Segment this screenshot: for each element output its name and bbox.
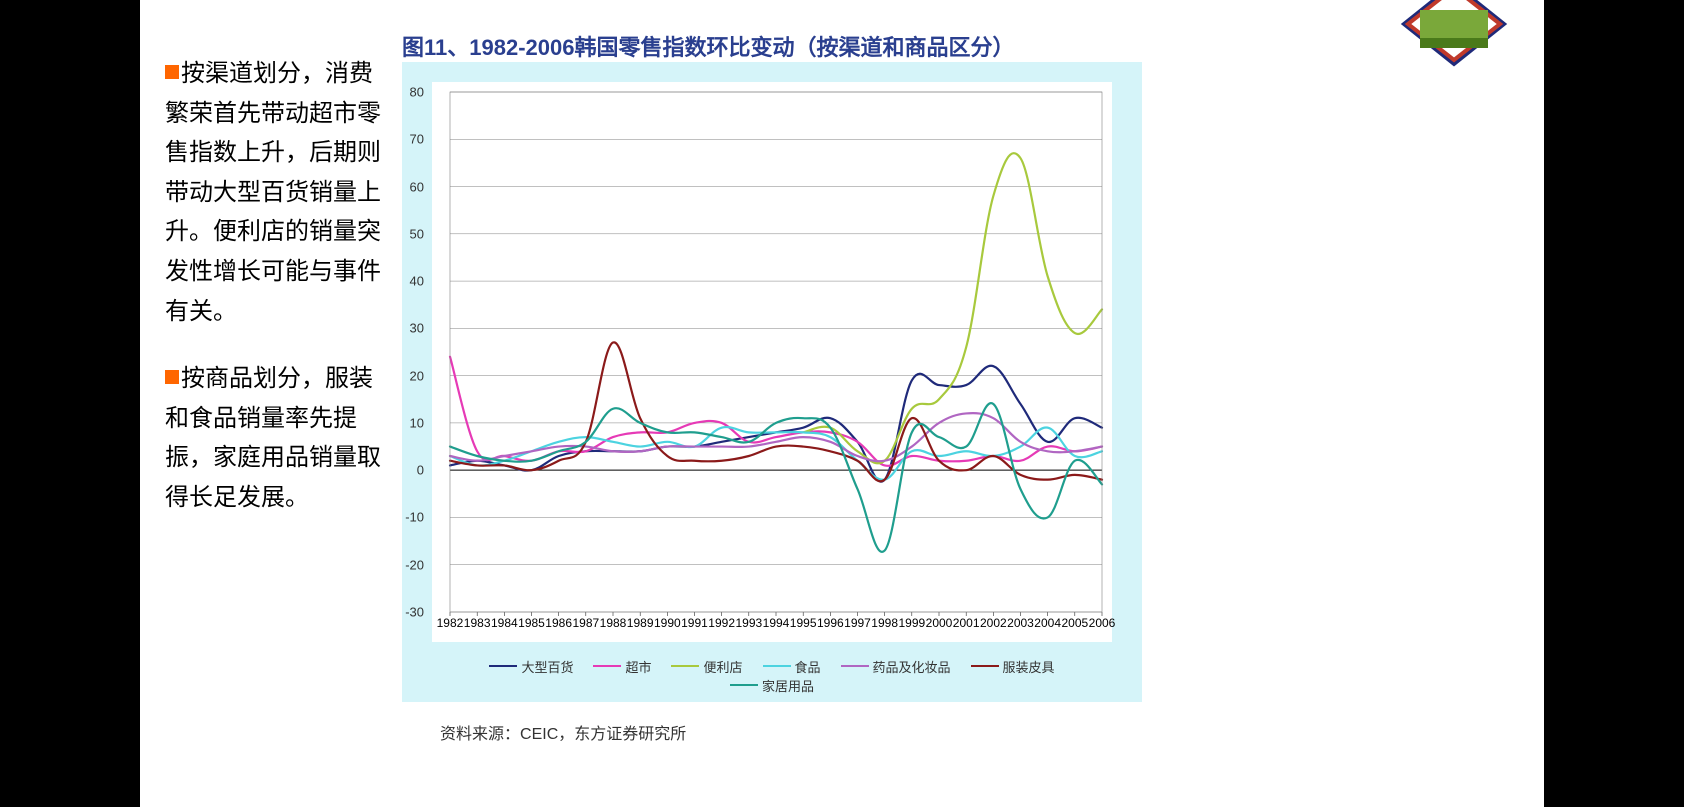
legend-swatch: [671, 665, 699, 667]
legend-label: 家居用品: [762, 679, 814, 694]
legend-item: 便利店: [671, 657, 742, 676]
x-tick-label: 1988: [600, 616, 627, 630]
x-tick-label: 1986: [545, 616, 572, 630]
legend-item: 食品: [763, 657, 821, 676]
legend-swatch: [593, 665, 621, 667]
legend-swatch: [763, 665, 791, 667]
slide-content: 按渠道划分，消费繁荣首先带动超市零售指数上升，后期则带动大型百货销量上升。便利店…: [140, 0, 1544, 807]
legend-item: 药品及化妆品: [841, 657, 951, 676]
y-tick-label: 10: [410, 415, 424, 430]
chart-legend: 大型百货 超市 便利店 食品 药品及化妆品 服装皮具家居用品: [432, 657, 1112, 695]
y-tick-label: -30: [405, 605, 424, 620]
paragraph-channel: 按渠道划分，消费繁荣首先带动超市零售指数上升，后期则带动大型百货销量上升。便利店…: [165, 55, 385, 332]
x-tick-label: 2003: [1007, 616, 1034, 630]
y-tick-label: 70: [410, 132, 424, 147]
y-tick-label: 50: [410, 226, 424, 241]
source-label: 资料来源：: [440, 726, 520, 743]
chart-title: 图11、1982-2006韩国零售指数环比变动（按渠道和商品区分）: [402, 30, 1014, 62]
x-tick-label: 2006: [1089, 616, 1116, 630]
legend-swatch: [841, 665, 869, 667]
x-tick-label: 1992: [708, 616, 735, 630]
source-line: 资料来源：CEIC，东方证券研究所: [440, 720, 686, 744]
legend-swatch: [489, 665, 517, 667]
x-tick-label: 1997: [844, 616, 871, 630]
x-tick-label: 2001: [953, 616, 980, 630]
legend-label: 大型百货: [521, 660, 573, 675]
paragraph-product: 按商品划分，服装和食品销量率先提振，家庭用品销量取得长足发展。: [165, 360, 385, 518]
x-tick-label: 2000: [926, 616, 953, 630]
x-tick-label: 1987: [572, 616, 599, 630]
legend-label: 便利店: [703, 660, 742, 675]
x-tick-label: 1993: [735, 616, 762, 630]
x-tick-label: 1991: [681, 616, 708, 630]
y-tick-label: 80: [410, 84, 424, 99]
x-tick-label: 1996: [817, 616, 844, 630]
legend-item: 家居用品: [730, 676, 814, 695]
left-commentary: 按渠道划分，消费繁荣首先带动超市零售指数上升，后期则带动大型百货销量上升。便利店…: [165, 55, 385, 519]
legend-item: 超市: [593, 657, 651, 676]
para1-text: 按渠道划分，消费繁荣首先带动超市零售指数上升，后期则带动大型百货销量上升。便利店…: [165, 61, 381, 325]
x-tick-label: 1990: [654, 616, 681, 630]
y-tick-label: 40: [410, 274, 424, 289]
legend-label: 药品及化妆品: [873, 660, 951, 675]
x-tick-label: 1985: [518, 616, 545, 630]
x-tick-label: 1983: [464, 616, 491, 630]
x-tick-label: 1995: [790, 616, 817, 630]
bullet-icon: [165, 65, 179, 79]
x-tick-label: 1998: [871, 616, 898, 630]
legend-label: 超市: [625, 660, 651, 675]
x-tick-label: 2004: [1034, 616, 1061, 630]
x-tick-label: 2002: [980, 616, 1007, 630]
source-text: CEIC，东方证券研究所: [520, 726, 686, 743]
x-tick-label: 1999: [898, 616, 925, 630]
legend-swatch: [730, 684, 758, 686]
para2-text: 按商品划分，服装和食品销量率先提振，家庭用品销量取得长足发展。: [165, 366, 381, 511]
legend-label: 食品: [795, 660, 821, 675]
bullet-icon: [165, 370, 179, 384]
y-tick-label: -10: [405, 510, 424, 525]
y-tick-label: 60: [410, 179, 424, 194]
chart-svg: [432, 82, 1112, 642]
y-tick-label: 30: [410, 321, 424, 336]
x-tick-label: 1994: [763, 616, 790, 630]
chart-plot-area: -30-20-100102030405060708019821983198419…: [432, 82, 1112, 642]
legend-item: 服装皮具: [971, 657, 1055, 676]
x-tick-label: 1989: [627, 616, 654, 630]
legend-swatch: [971, 665, 999, 667]
legend-label: 服装皮具: [1003, 660, 1055, 675]
corner-logo: [1394, 0, 1514, 74]
y-tick-label: -20: [405, 557, 424, 572]
legend-item: 大型百货: [489, 657, 573, 676]
chart-panel: -30-20-100102030405060708019821983198419…: [402, 62, 1142, 702]
x-tick-label: 2005: [1061, 616, 1088, 630]
x-tick-label: 1984: [491, 616, 518, 630]
x-tick-label: 1982: [437, 616, 464, 630]
y-tick-label: 0: [417, 463, 424, 478]
y-tick-label: 20: [410, 368, 424, 383]
